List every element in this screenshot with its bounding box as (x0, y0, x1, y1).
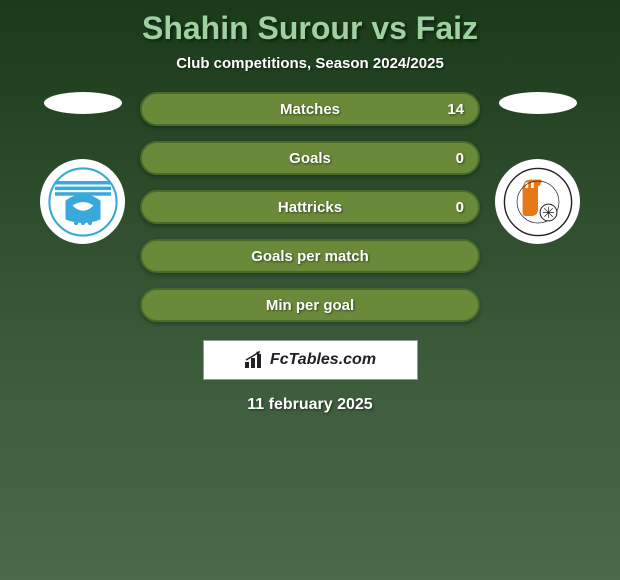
stats-column: Matches 14 Goals 0 Hattricks 0 Goals per… (140, 92, 480, 322)
stat-label: Goals per match (251, 248, 369, 265)
stat-label: Matches (280, 101, 340, 118)
left-player-col (40, 92, 125, 244)
page-title: Shahin Surour vs Faiz (142, 10, 478, 47)
stat-value: 14 (447, 101, 464, 118)
ajman-logo-icon (503, 167, 573, 237)
right-club-logo (495, 159, 580, 244)
stat-label: Goals (289, 150, 331, 167)
stat-goals-per-match: Goals per match (140, 239, 480, 273)
comparison-row: Matches 14 Goals 0 Hattricks 0 Goals per… (20, 92, 600, 322)
baniyas-logo-icon (48, 167, 118, 237)
left-player-avatar (44, 92, 122, 114)
subtitle: Club competitions, Season 2024/2025 (176, 55, 444, 72)
stat-hattricks: Hattricks 0 (140, 190, 480, 224)
stat-value: 0 (456, 199, 464, 216)
date-text: 11 february 2025 (247, 396, 372, 414)
brand-box: FcTables.com (203, 340, 418, 380)
stat-min-per-goal: Min per goal (140, 288, 480, 322)
right-player-avatar (499, 92, 577, 114)
stat-label: Min per goal (266, 297, 354, 314)
left-club-logo (40, 159, 125, 244)
chart-icon (244, 350, 266, 370)
stat-value: 0 (456, 150, 464, 167)
brand-text: FcTables.com (270, 351, 376, 369)
right-player-col (495, 92, 580, 244)
stat-matches: Matches 14 (140, 92, 480, 126)
stat-goals: Goals 0 (140, 141, 480, 175)
stat-label: Hattricks (278, 199, 342, 216)
